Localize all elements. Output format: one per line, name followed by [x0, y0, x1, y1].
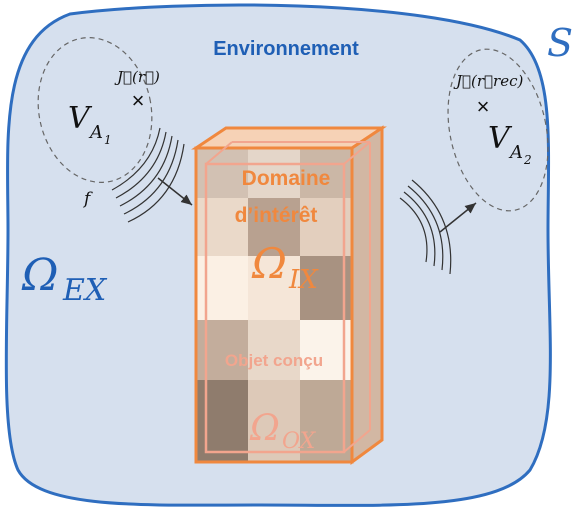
domain-title-line2: d’intérêt — [235, 204, 318, 227]
svg-text:EX: EX — [62, 273, 108, 308]
svg-text:Ω: Ω — [21, 250, 58, 301]
object-designed-region — [204, 162, 346, 454]
surface-label: S — [547, 21, 573, 65]
wave-arcs-2 — [399, 179, 452, 275]
svg-text:V: V — [488, 121, 513, 156]
omega-ex-label: Ω EX — [21, 250, 108, 308]
svg-text:2: 2 — [523, 153, 532, 167]
svg-text:V: V — [68, 101, 93, 136]
antenna-1-current: J⃗(r⃗) — [114, 68, 160, 86]
antenna-2-current: J⃗(r⃗rec) — [453, 72, 523, 90]
box-side-face — [350, 125, 384, 465]
svg-text:1: 1 — [104, 133, 112, 147]
object-edge-2 — [343, 141, 371, 165]
domain-box: Domaine d’intérêt Ω IX Objet conçu Ω OX — [191, 125, 387, 465]
antenna-1-volume — [37, 37, 153, 183]
svg-text:IX: IX — [288, 265, 319, 295]
omega-ix-label: Ω IX — [251, 239, 319, 295]
svg-text:OX: OX — [282, 429, 317, 454]
wave-arcs-1 — [111, 127, 185, 223]
svg-text:A: A — [508, 142, 523, 163]
object-edge-1 — [205, 141, 233, 165]
antenna-2: J⃗(r⃗rec) × V A 2 — [399, 48, 549, 275]
svg-text:Ω: Ω — [251, 239, 287, 288]
domain-title-line1: Domaine — [242, 167, 331, 190]
scattered-arrow — [439, 202, 477, 233]
antenna-2-volume — [447, 48, 549, 212]
object-label: Objet conçu — [225, 351, 323, 370]
box-front-face — [194, 146, 354, 464]
incident-arrow — [157, 177, 193, 206]
svg-text:A: A — [88, 122, 103, 143]
antenna-1: J⃗(r⃗) × V A 1 f — [37, 37, 193, 223]
omega-ox-label: Ω OX — [249, 408, 317, 454]
svg-text:Ω: Ω — [249, 408, 280, 449]
antenna-2-cross: × — [477, 94, 490, 119]
environment-label: Environnement — [213, 38, 359, 60]
frequency-label: f — [82, 189, 93, 209]
antenna-1-volume-label: V A 1 — [68, 101, 112, 147]
object-edge-5 — [343, 429, 371, 453]
antenna-2-volume-label: V A 2 — [488, 121, 532, 167]
antenna-1-cross: × — [132, 88, 145, 113]
